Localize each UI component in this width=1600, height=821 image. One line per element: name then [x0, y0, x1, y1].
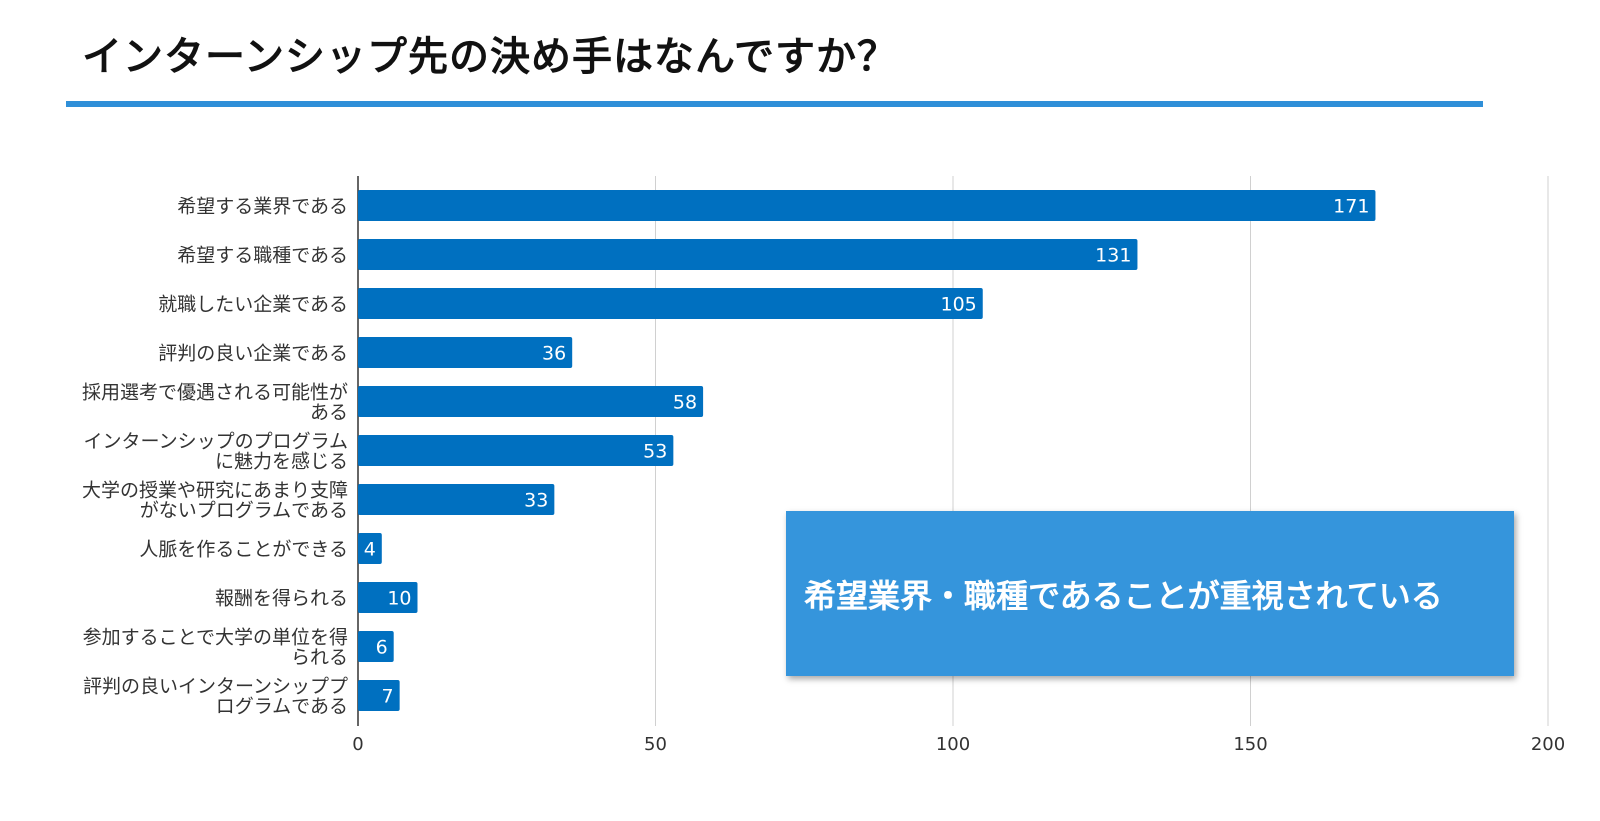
- bar: [358, 239, 1138, 270]
- bar: [358, 288, 983, 319]
- category-label: 報酬を得られる: [215, 588, 348, 610]
- bar-value-label: 131: [1095, 245, 1131, 267]
- bar-value-label: 6: [376, 637, 388, 659]
- bar-value-label: 53: [643, 441, 667, 463]
- bar: [358, 631, 394, 662]
- bar-value-label: 7: [382, 686, 394, 708]
- category-label: インターンシップのプログラム: [84, 431, 348, 453]
- bar-value-label: 58: [673, 392, 697, 414]
- bar-value-label: 10: [387, 588, 411, 610]
- bar-value-label: 36: [542, 343, 566, 365]
- bar: [358, 190, 1376, 221]
- bar: [358, 386, 704, 417]
- category-label: られる: [291, 647, 348, 669]
- category-label: に魅力を感じる: [215, 451, 348, 473]
- category-label: 評判の良い企業である: [158, 343, 348, 365]
- category-label: ある: [310, 402, 348, 424]
- bar: [358, 337, 573, 368]
- x-tick-label: 200: [1531, 734, 1565, 755]
- bar-value-label: 33: [524, 490, 548, 512]
- category-label: 参加することで大学の単位を得: [83, 627, 348, 649]
- category-label: 就職したい企業である: [158, 294, 348, 316]
- bar: [358, 435, 674, 466]
- x-tick-label: 150: [1233, 734, 1267, 755]
- bar-value-label: 105: [940, 294, 976, 316]
- bar: [358, 582, 418, 613]
- conclusion-callout: 希望業界・職種であることが重視されている: [786, 511, 1514, 676]
- category-label: 希望する職種である: [177, 245, 348, 267]
- title-rule: [66, 101, 1483, 107]
- bar: [358, 533, 382, 564]
- page-title: インターンシップ先の決め手はなんですか？: [82, 34, 898, 80]
- category-label: 大学の授業や研究にあまり支障: [82, 480, 348, 502]
- category-label: 希望する業界である: [177, 196, 348, 218]
- category-label: がないプログラムである: [140, 500, 348, 522]
- x-tick-label: 0: [352, 734, 363, 755]
- callout-text: 希望業界・職種であることが重視されている: [804, 576, 1443, 615]
- bar: [358, 484, 555, 515]
- category-label: 採用選考で優遇される可能性が: [82, 382, 348, 404]
- bar-value-label: 171: [1333, 196, 1369, 218]
- x-tick-label: 50: [644, 734, 667, 755]
- category-label: 評判の良いインターンシッププ: [83, 676, 348, 698]
- category-label: ログラムである: [216, 696, 348, 718]
- bar: [358, 680, 400, 711]
- bar-value-label: 4: [364, 539, 376, 561]
- category-label: 人脈を作ることができる: [139, 539, 348, 561]
- x-tick-label: 100: [936, 734, 970, 755]
